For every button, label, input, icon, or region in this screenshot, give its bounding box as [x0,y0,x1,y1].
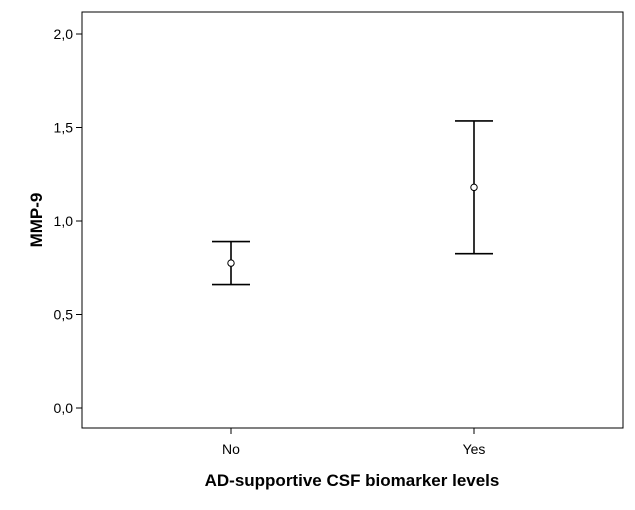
y-tick-label: 1,0 [54,213,74,229]
y-tick-label: 0,5 [54,307,74,323]
x-axis: No Yes [222,428,485,457]
y-tick-label: 2,0 [54,26,74,42]
mean-point [470,183,478,192]
error-bar-yes [455,120,493,255]
y-tick-label: 0,0 [54,400,74,416]
mean-point [227,259,235,267]
y-axis: 0,0 0,5 1,0 1,5 2,0 [54,26,82,416]
x-axis-title: AD-supportive CSF biomarker levels [205,471,500,490]
x-tick-label: No [222,441,240,457]
y-axis-title: MMP-9 [27,193,46,248]
error-bars [212,120,493,286]
x-tick-label: Yes [463,441,486,457]
y-tick-label: 1,5 [54,120,74,136]
error-bar-no [212,240,250,286]
plot-area-frame [81,11,624,429]
